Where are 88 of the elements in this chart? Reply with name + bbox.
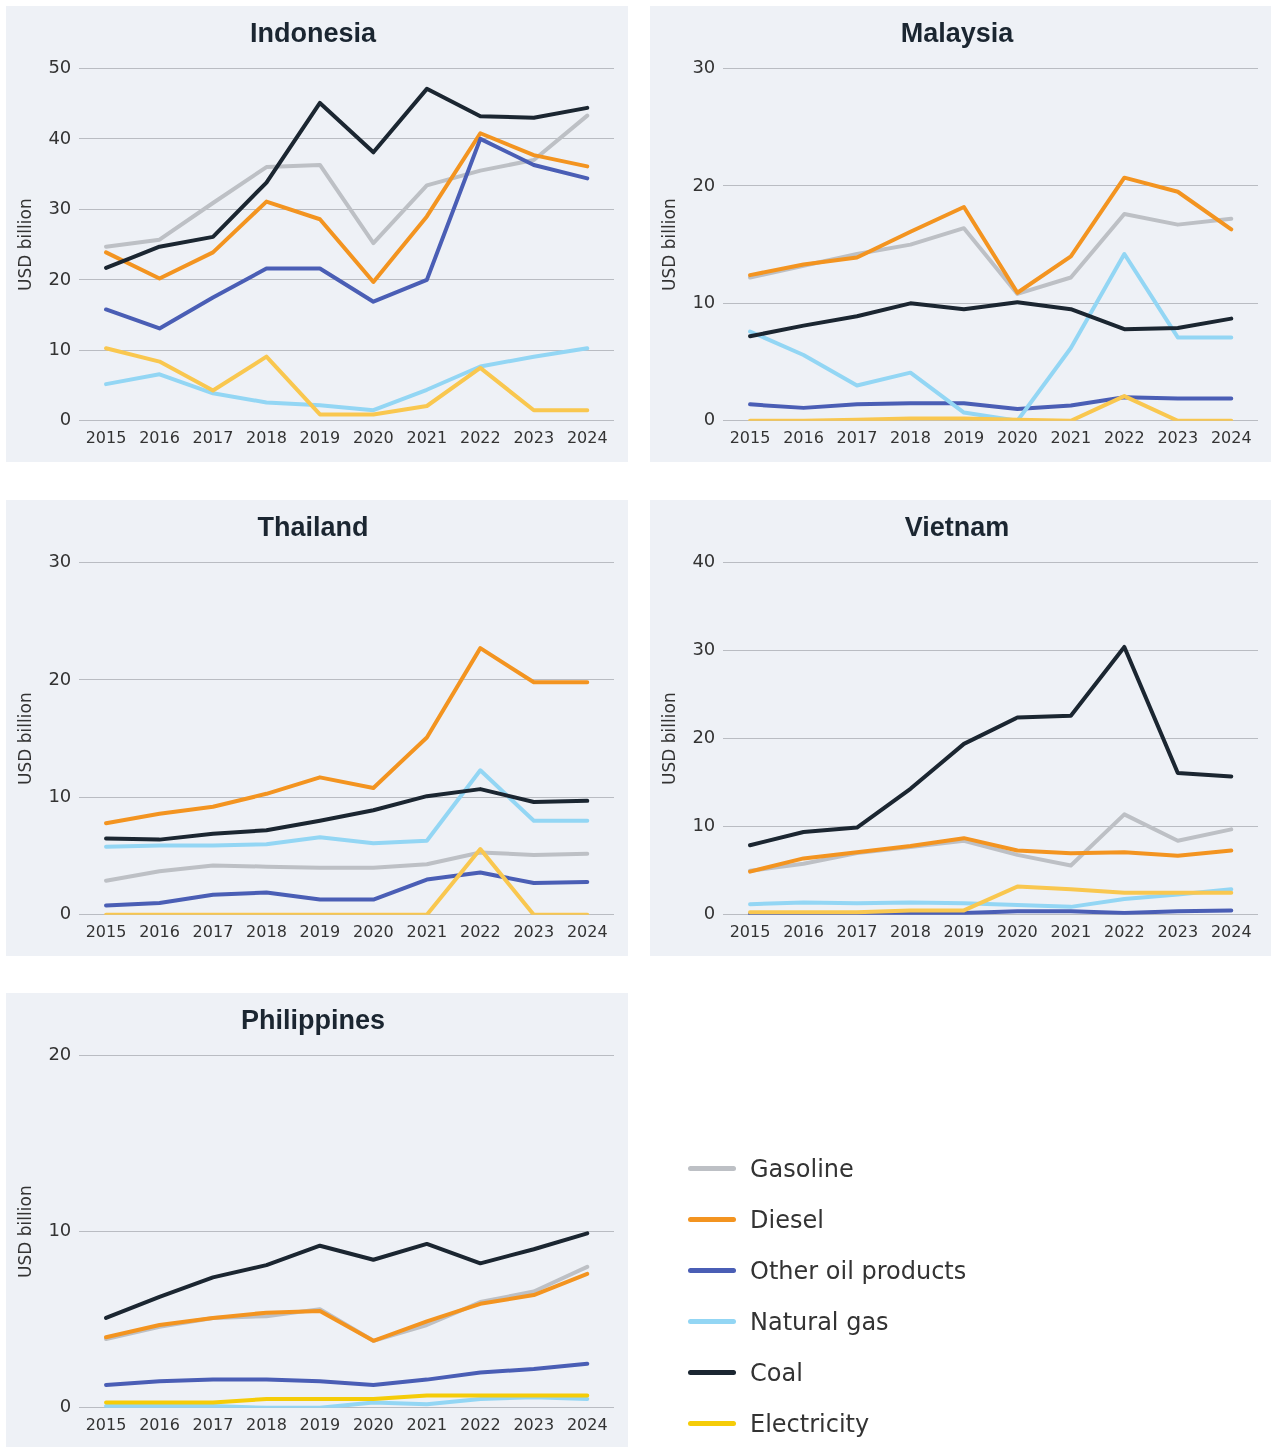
y-axis-title: USD billion — [658, 198, 679, 291]
x-tick-label: 2015 — [85, 1414, 127, 1434]
x-tick-label: 2018 — [246, 921, 287, 941]
legend-label: Natural gas — [750, 1307, 889, 1336]
x-tick-label: 2020 — [353, 1414, 394, 1434]
y-tick-label: 40 — [48, 126, 72, 148]
x-tick-label: 2019 — [943, 921, 985, 941]
x-tick-label: 2022 — [1103, 921, 1145, 941]
y-tick-label: 0 — [59, 408, 72, 430]
x-tick-label: 2021 — [406, 921, 448, 941]
x-tick-label: 2023 — [1157, 427, 1199, 447]
x-tick-label: 2023 — [513, 1414, 555, 1434]
x-tick-label: 2018 — [246, 427, 287, 447]
chart-title: Philippines — [240, 1004, 386, 1035]
y-tick-label: 30 — [48, 197, 72, 219]
x-tick-label: 2019 — [943, 427, 985, 447]
legend-label: Electricity — [750, 1409, 870, 1438]
y-tick-label: 10 — [48, 1219, 72, 1241]
y-tick-label: 30 — [48, 550, 72, 572]
x-tick-label: 2024 — [1210, 921, 1252, 941]
x-tick-label: 2022 — [459, 427, 501, 447]
y-tick-label: 10 — [48, 337, 72, 359]
legend-label: Diesel — [750, 1205, 824, 1234]
x-tick-label: 2019 — [299, 427, 341, 447]
x-tick-label: 2022 — [459, 921, 501, 941]
y-tick-label: 0 — [703, 902, 716, 924]
x-tick-label: 2016 — [783, 921, 824, 941]
x-tick-label: 2015 — [729, 427, 771, 447]
chart-title: Malaysia — [900, 17, 1015, 48]
x-tick-label: 2024 — [1210, 427, 1252, 447]
y-tick-label: 0 — [59, 902, 72, 924]
x-tick-label: 2022 — [1103, 427, 1145, 447]
x-tick-label: 2015 — [85, 921, 127, 941]
x-tick-label: 2016 — [139, 1414, 180, 1434]
y-tick-label: 40 — [692, 550, 716, 572]
y-tick-label: 20 — [692, 726, 716, 748]
x-tick-label: 2024 — [566, 427, 608, 447]
x-tick-label: 2016 — [139, 921, 180, 941]
y-axis-title: USD billion — [14, 198, 35, 291]
x-tick-label: 2019 — [299, 1414, 341, 1434]
y-tick-label: 20 — [48, 1043, 72, 1065]
x-tick-label: 2017 — [192, 921, 234, 941]
x-tick-label: 2021 — [406, 427, 448, 447]
x-tick-label: 2016 — [783, 427, 824, 447]
x-tick-label: 2021 — [1050, 427, 1092, 447]
chart-title: Vietnam — [904, 511, 1010, 542]
y-tick-label: 20 — [48, 667, 72, 689]
y-axis-title: USD billion — [658, 692, 679, 785]
y-axis-title: USD billion — [14, 1185, 35, 1278]
y-tick-label: 10 — [692, 814, 716, 836]
y-tick-label: 20 — [48, 267, 72, 289]
y-tick-label: 30 — [692, 56, 716, 78]
x-tick-label: 2019 — [299, 921, 341, 941]
legend-label: Coal — [750, 1358, 803, 1387]
x-tick-label: 2020 — [997, 921, 1038, 941]
y-axis-title: USD billion — [14, 692, 35, 785]
chart-title: Thailand — [257, 511, 369, 542]
x-tick-label: 2015 — [729, 921, 771, 941]
y-tick-label: 30 — [692, 638, 716, 660]
y-tick-label: 0 — [703, 408, 716, 430]
x-tick-label: 2016 — [139, 427, 180, 447]
x-tick-label: 2015 — [85, 427, 127, 447]
x-tick-label: 2018 — [890, 427, 931, 447]
x-tick-label: 2021 — [406, 1414, 448, 1434]
y-tick-label: 10 — [692, 291, 716, 313]
x-tick-label: 2024 — [566, 921, 608, 941]
x-tick-label: 2020 — [353, 921, 394, 941]
x-tick-label: 2018 — [890, 921, 931, 941]
y-tick-label: 50 — [48, 56, 72, 78]
x-tick-label: 2017 — [836, 427, 878, 447]
x-tick-label: 2020 — [353, 427, 394, 447]
y-tick-label: 20 — [692, 173, 716, 195]
y-tick-label: 10 — [48, 785, 72, 807]
x-tick-label: 2017 — [192, 1414, 234, 1434]
x-tick-label: 2017 — [192, 427, 234, 447]
legend-label: Other oil products — [750, 1256, 967, 1285]
x-tick-label: 2023 — [1157, 921, 1199, 941]
chart-title: Indonesia — [249, 17, 377, 48]
y-tick-label: 0 — [59, 1395, 72, 1417]
x-tick-label: 2021 — [1050, 921, 1092, 941]
x-tick-label: 2022 — [459, 1414, 501, 1434]
legend-label: Gasoline — [750, 1154, 854, 1183]
x-tick-label: 2020 — [997, 427, 1038, 447]
x-tick-label: 2017 — [836, 921, 878, 941]
x-tick-label: 2023 — [513, 427, 555, 447]
x-tick-label: 2018 — [246, 1414, 287, 1434]
x-tick-label: 2023 — [513, 921, 555, 941]
x-tick-label: 2024 — [566, 1414, 608, 1434]
